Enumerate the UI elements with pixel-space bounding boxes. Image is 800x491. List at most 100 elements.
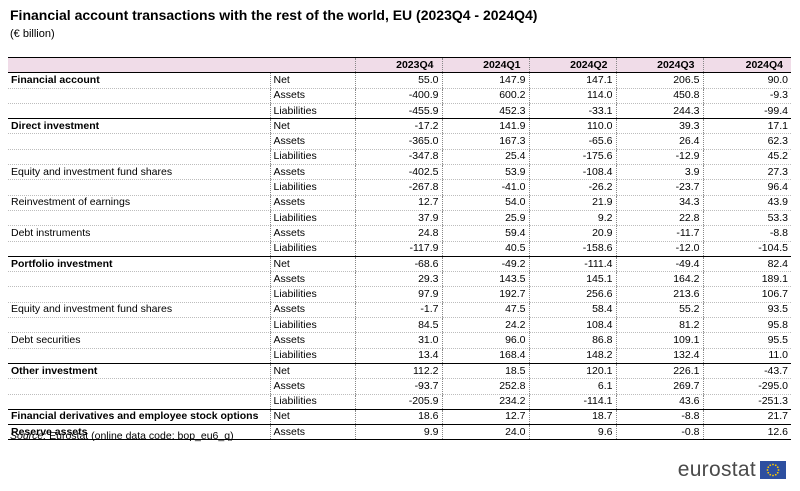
value-cell: 234.2 — [441, 394, 529, 410]
value-cell: -251.3 — [702, 394, 791, 410]
value-cell: -68.6 — [354, 255, 442, 273]
value-cell: -402.5 — [354, 164, 442, 181]
value-cell: -114.1 — [528, 394, 616, 410]
row-type: Assets — [269, 332, 355, 349]
value-cell: 40.5 — [441, 241, 529, 257]
flag-star — [776, 471, 779, 474]
row-label — [8, 103, 270, 120]
row-type: Assets — [269, 302, 355, 319]
value-cell: 108.4 — [528, 317, 616, 334]
value-cell: -455.9 — [354, 103, 442, 120]
row-label — [8, 286, 270, 303]
table-row: Assets -93.7 252.8 6.1 269.7 -295.0 — [8, 378, 791, 395]
value-cell: -0.8 — [615, 424, 703, 441]
row-label: Direct investment — [8, 118, 270, 135]
row-label — [8, 348, 270, 364]
value-cell: 54.0 — [441, 195, 529, 211]
table-row: Liabilities -347.8 25.4 -175.6 -12.9 45.2 — [8, 149, 791, 166]
row-type: Liabilities — [269, 348, 355, 364]
source-text: Eurostat (online data code: bop_eu6_q) — [49, 430, 234, 442]
value-cell: 95.8 — [702, 317, 791, 334]
value-cell: -23.7 — [615, 179, 703, 196]
value-cell: 192.7 — [441, 286, 529, 303]
flag-star — [772, 463, 774, 466]
table-row: Debt securities Assets 31.0 96.0 86.8 109.1 95… — [8, 332, 791, 349]
value-cell: 106.7 — [702, 286, 791, 303]
row-label — [8, 133, 270, 150]
value-cell: 17.1 — [702, 118, 791, 135]
table-row: Direct investment Net -17.2 141.9 110.0 39.3 1… — [8, 118, 791, 135]
value-cell: 256.6 — [528, 286, 616, 303]
value-cell: 31.0 — [354, 332, 442, 349]
value-cell: 9.6 — [528, 424, 616, 441]
row-type: Net — [269, 118, 355, 135]
flag-star — [772, 474, 774, 477]
source-note: Source: Eurostat (online data code: bop_… — [10, 430, 234, 442]
value-cell: -33.1 — [528, 103, 616, 120]
value-cell: -365.0 — [354, 133, 442, 150]
value-cell: 168.4 — [441, 348, 529, 364]
value-cell: -111.4 — [528, 255, 616, 273]
row-label: Reinvestment of earnings — [8, 195, 270, 211]
value-cell: 29.3 — [354, 271, 442, 288]
value-cell: 148.2 — [528, 348, 616, 364]
value-cell: 147.1 — [528, 72, 616, 89]
row-label — [8, 317, 270, 334]
value-cell: 600.2 — [441, 88, 529, 104]
value-cell: 62.3 — [702, 133, 791, 150]
value-cell: 20.9 — [528, 225, 616, 242]
row-label — [8, 88, 270, 104]
table-row: Liabilities 84.5 24.2 108.4 81.2 95.8 — [8, 317, 791, 334]
source-label: Source: — [10, 430, 47, 442]
row-label — [8, 378, 270, 395]
value-cell: -8.8 — [702, 225, 791, 242]
row-type: Liabilities — [269, 317, 355, 334]
value-cell: 226.1 — [615, 362, 703, 380]
row-label: Reserve assets — [8, 424, 270, 441]
value-cell: 90.0 — [702, 72, 791, 89]
header-row: 2023Q4 2024Q1 2024Q2 2024Q3 2024Q4 — [8, 56, 791, 74]
value-cell: 53.9 — [441, 164, 529, 181]
flag-star — [777, 469, 780, 471]
table-row: Equity and investment fund shares Assets -… — [8, 164, 791, 181]
value-cell: 213.6 — [615, 286, 703, 303]
value-cell: -8.8 — [615, 408, 703, 426]
row-type: Net — [269, 72, 355, 89]
row-type: Net — [269, 255, 355, 273]
value-cell: 18.7 — [528, 408, 616, 426]
flag-star — [769, 464, 772, 467]
value-cell: 112.2 — [354, 362, 442, 380]
row-type: Liabilities — [269, 394, 355, 410]
value-cell: 47.5 — [441, 302, 529, 319]
value-cell: 109.1 — [615, 332, 703, 349]
row-label: Portfolio investment — [8, 255, 270, 273]
table-row: Liabilities 13.4 168.4 148.2 132.4 11.0 — [8, 348, 791, 364]
header-blank-label — [8, 56, 270, 74]
logo-text: eurostat — [677, 458, 756, 481]
value-cell: 114.0 — [528, 88, 616, 104]
value-cell: -17.2 — [354, 118, 442, 135]
value-cell: 6.1 — [528, 378, 616, 395]
value-cell: 21.9 — [528, 195, 616, 211]
value-cell: 18.5 — [441, 362, 529, 380]
value-cell: 12.6 — [702, 424, 791, 441]
row-label: Financial derivatives and employee stock… — [8, 408, 270, 426]
row-label — [8, 241, 270, 257]
value-cell: -12.9 — [615, 149, 703, 166]
value-cell: -93.7 — [354, 378, 442, 395]
table-row: Liabilities -267.8 -41.0 -26.2 -23.7 96.4 — [8, 179, 791, 196]
row-type: Liabilities — [269, 286, 355, 303]
flag-star — [769, 473, 772, 476]
table-row: Equity and investment fund shares Assets -… — [8, 302, 791, 319]
value-cell: 37.9 — [354, 210, 442, 227]
row-type: Net — [269, 362, 355, 380]
data-table: 2023Q4 2024Q1 2024Q2 2024Q3 2024Q4 Finan… — [8, 56, 791, 441]
value-cell: -158.6 — [528, 241, 616, 257]
value-cell: 43.9 — [702, 195, 791, 211]
value-cell: 39.3 — [615, 118, 703, 135]
flag-star — [766, 469, 769, 471]
value-cell: -347.8 — [354, 149, 442, 166]
value-cell: 9.9 — [354, 424, 442, 441]
value-cell: 269.7 — [615, 378, 703, 395]
value-cell: 34.3 — [615, 195, 703, 211]
